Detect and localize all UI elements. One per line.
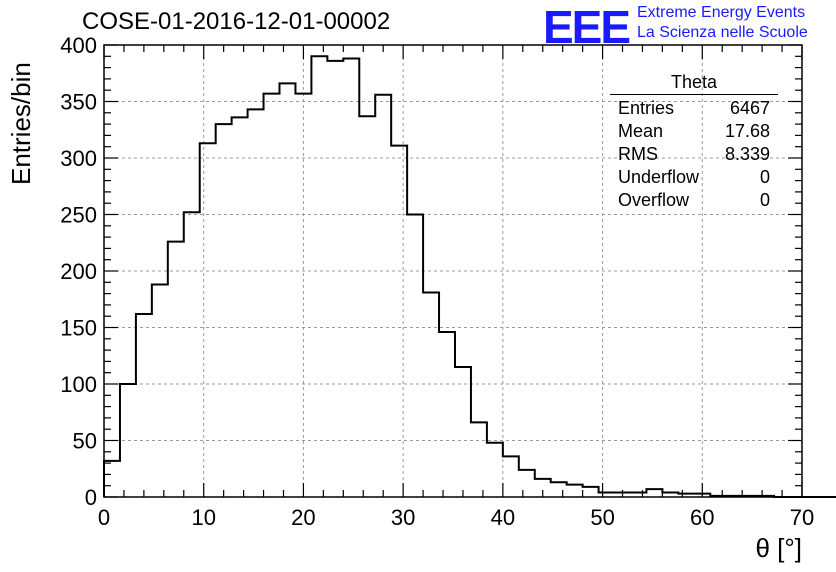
stats-row-mean: Mean 17.68 bbox=[610, 120, 778, 143]
chart-title: COSE-01-2016-12-01-00002 bbox=[82, 8, 391, 35]
stats-label: Mean bbox=[618, 121, 664, 141]
stats-label: Underflow bbox=[618, 167, 700, 187]
stats-row-overflow: Overflow 0 bbox=[610, 189, 778, 212]
y-tick-label: 350 bbox=[60, 90, 97, 115]
y-tick-label: 250 bbox=[60, 203, 97, 228]
eee-logo: EEE bbox=[543, 1, 631, 53]
x-tick-label: 20 bbox=[291, 505, 315, 530]
stats-row-entries: Entries 6467 bbox=[610, 97, 778, 120]
stats-value: 0 bbox=[759, 167, 770, 187]
stats-label: Overflow bbox=[618, 190, 690, 210]
x-tick-label: 70 bbox=[790, 505, 814, 530]
stats-value: 17.68 bbox=[724, 121, 770, 141]
axis-ticks: 0 10 20 30 40 50 60 70 0 50 100 150 200 250 300 350 400 bbox=[60, 33, 814, 530]
x-tick-label: 40 bbox=[491, 505, 515, 530]
stats-row-underflow: Underflow 0 bbox=[610, 166, 778, 189]
x-tick-label: 30 bbox=[391, 505, 415, 530]
stats-value: 6467 bbox=[729, 98, 770, 118]
x-tick-label: 50 bbox=[590, 505, 614, 530]
stats-label: Entries bbox=[618, 98, 675, 118]
x-axis-label: θ [°] bbox=[755, 533, 802, 563]
x-tick-label: 60 bbox=[690, 505, 714, 530]
stats-label: RMS bbox=[618, 144, 658, 164]
y-tick-label: 400 bbox=[60, 33, 97, 58]
stats-value: 0 bbox=[759, 190, 770, 210]
y-tick-label: 50 bbox=[73, 429, 97, 454]
x-tick-label: 10 bbox=[191, 505, 215, 530]
stats-value: 8.339 bbox=[724, 144, 770, 164]
x-tick-label: 0 bbox=[98, 505, 110, 530]
y-tick-label: 0 bbox=[85, 485, 97, 510]
histogram-series bbox=[103, 55, 836, 498]
y-tick-label: 200 bbox=[60, 259, 97, 284]
stats-box: Theta Entries 6467 Mean 17.68 RMS 8.339 … bbox=[610, 72, 778, 212]
y-tick-label: 100 bbox=[60, 372, 97, 397]
grid-lines bbox=[104, 45, 802, 497]
stats-title: Theta bbox=[610, 72, 778, 95]
stats-row-rms: RMS 8.339 bbox=[610, 143, 778, 166]
y-tick-label: 150 bbox=[60, 316, 97, 341]
y-axis-label: Entries/bin bbox=[6, 62, 36, 185]
logo-text-line1: Extreme Energy Events bbox=[637, 4, 806, 21]
y-tick-label: 300 bbox=[60, 146, 97, 171]
logo-text-line2: La Scienza nelle Scuole bbox=[637, 24, 808, 41]
